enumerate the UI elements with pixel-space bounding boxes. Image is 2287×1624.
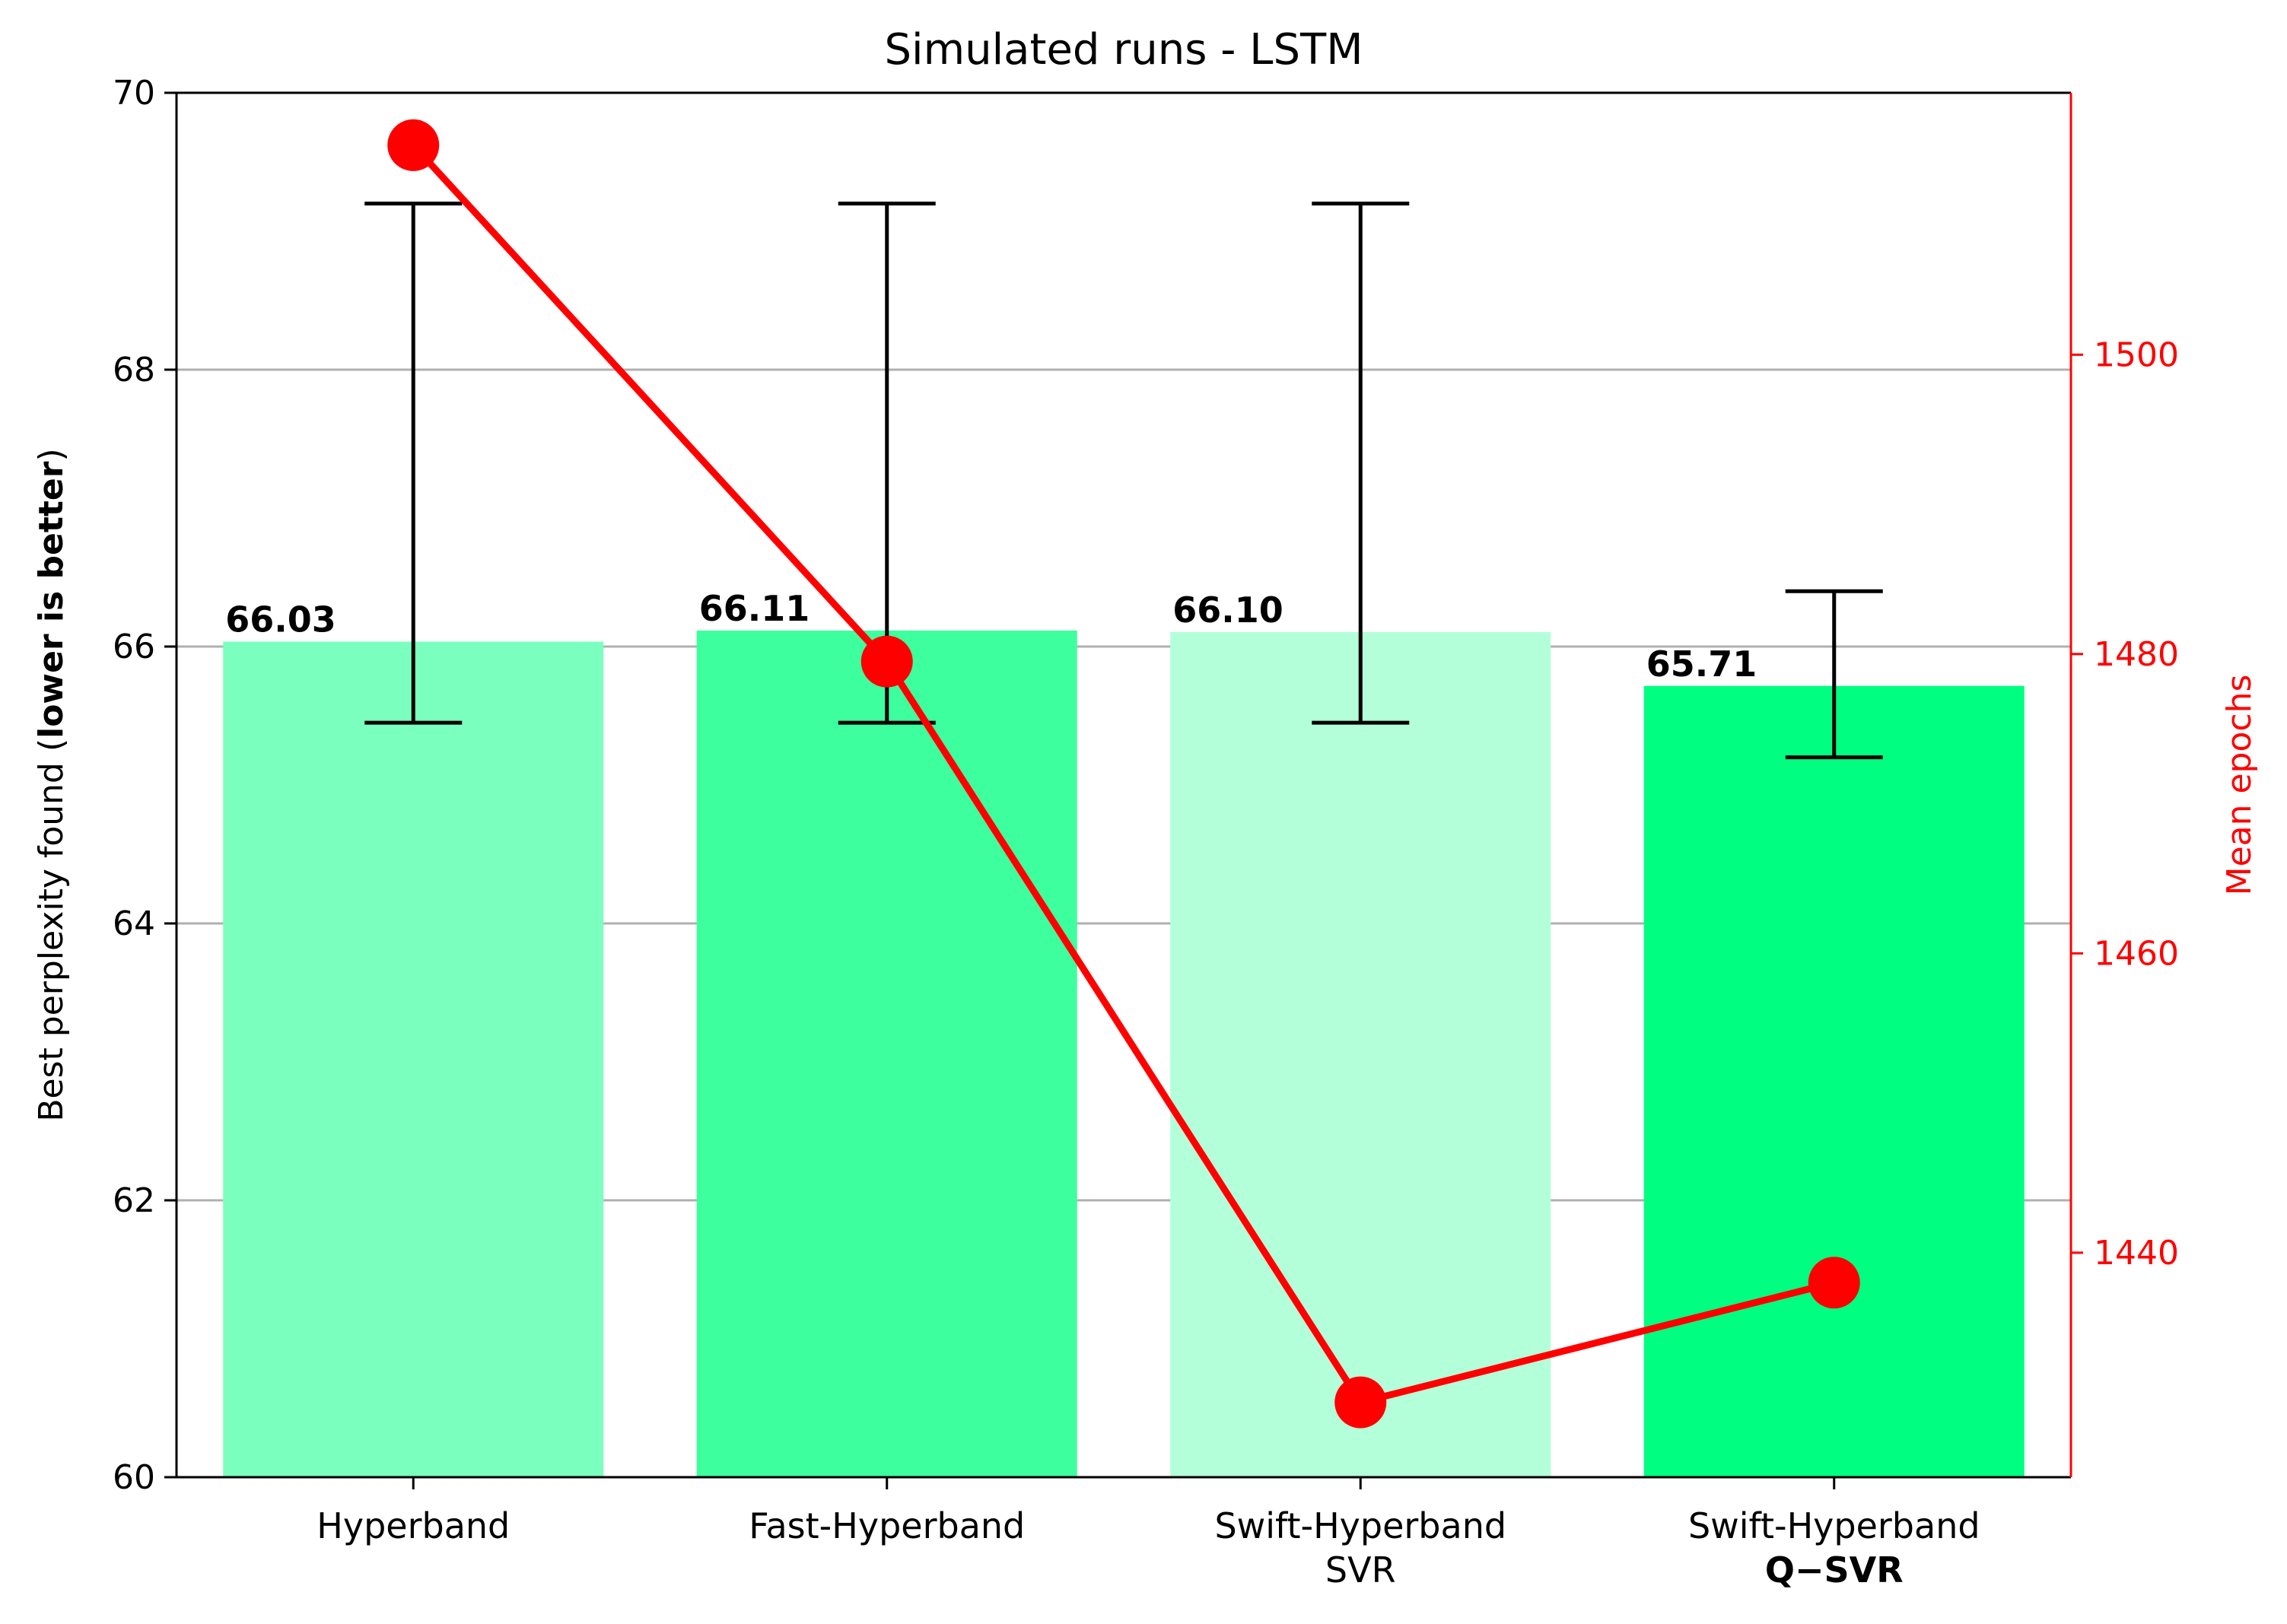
bars <box>223 630 2025 1478</box>
epochs-marker <box>860 635 913 688</box>
bar-value-label: 66.11 <box>699 588 810 629</box>
y-tick-label: 62 <box>113 1181 155 1220</box>
epochs-series <box>387 119 1860 1429</box>
bar <box>1170 631 1551 1478</box>
y-axis-title: Best perplexity found (lower is better) <box>32 448 71 1121</box>
y-axis-title-prefix: Best perplexity found ( <box>32 739 71 1122</box>
bar-value-label: 66.10 <box>1172 590 1283 631</box>
x-tick-label: Swift-Hyperband <box>1214 1505 1506 1546</box>
chart-title: Simulated runs - LSTM <box>884 25 1363 75</box>
y-tick-label: 60 <box>113 1458 155 1497</box>
y-axis-title-suffix: ) <box>32 448 71 461</box>
epochs-marker <box>387 119 440 171</box>
bar-value-label: 66.03 <box>225 599 336 640</box>
y-tick-label: 66 <box>113 628 155 666</box>
y-axis-title-bold: lower is better <box>32 461 71 739</box>
axes <box>164 91 2083 1489</box>
bar <box>1643 685 2025 1478</box>
y2-tick-label: 1440 <box>2094 1234 2179 1273</box>
labels: 66.03 66.11 66.10 65.71 60 62 64 66 68 70 1440 1460… <box>32 25 2259 1591</box>
x-tick-label: Fast-Hyperband <box>749 1505 1025 1546</box>
bar-value-label: 65.71 <box>1646 644 1757 685</box>
error-bars <box>364 202 1883 760</box>
x-tick-label: Swift-Hyperband <box>1688 1505 1980 1546</box>
y2-tick-label: 1480 <box>2094 635 2179 674</box>
y2-axis-title: Mean epochs <box>2220 675 2259 896</box>
x-tick-label: Hyperband <box>316 1505 510 1546</box>
y2-tick-label: 1460 <box>2094 934 2179 973</box>
y-tick-label: 70 <box>113 74 155 113</box>
bar <box>696 630 1077 1478</box>
epochs-marker <box>1334 1376 1387 1429</box>
epochs-marker <box>1808 1257 1860 1309</box>
x-tick-label-line2: Q−SVR <box>1765 1549 1904 1591</box>
bar <box>223 641 604 1478</box>
epochs-line <box>410 142 1835 1406</box>
y-tick-label: 68 <box>113 351 155 389</box>
y-tick-label: 64 <box>113 904 155 943</box>
y2-tick-label: 1500 <box>2094 335 2179 374</box>
x-tick-label-line2: SVR <box>1325 1549 1396 1591</box>
